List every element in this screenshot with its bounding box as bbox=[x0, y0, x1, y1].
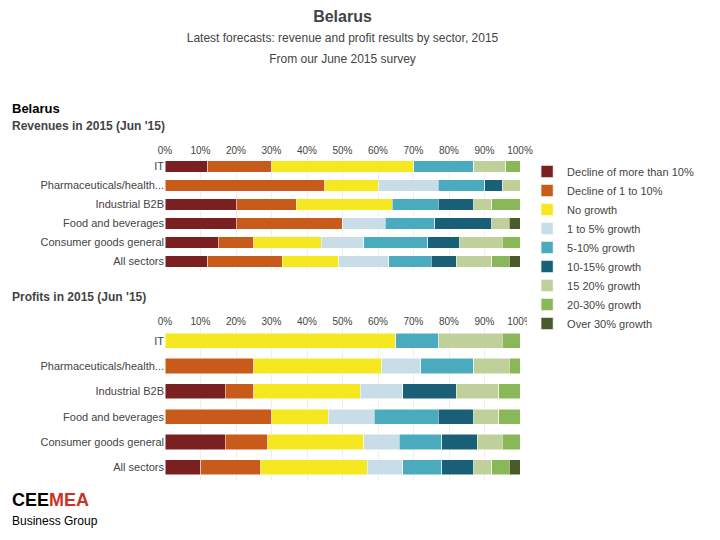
svg-text:40%: 40% bbox=[297, 316, 317, 327]
svg-text:50%: 50% bbox=[332, 316, 352, 327]
svg-text:80%: 80% bbox=[439, 145, 459, 156]
svg-text:5-10% growth: 5-10% growth bbox=[567, 242, 635, 254]
svg-text:Food and beverages: Food and beverages bbox=[63, 411, 164, 423]
svg-text:All sectors: All sectors bbox=[113, 461, 164, 473]
svg-text:1 to 5% growth: 1 to 5% growth bbox=[567, 223, 640, 235]
svg-text:20%: 20% bbox=[226, 145, 246, 156]
svg-text:70%: 70% bbox=[403, 145, 423, 156]
svg-text:Consumer goods general: Consumer goods general bbox=[40, 236, 164, 248]
svg-text:Decline of more than 10%: Decline of more than 10% bbox=[567, 166, 694, 178]
svg-text:20-30% growth: 20-30% growth bbox=[567, 299, 641, 311]
svg-text:40%: 40% bbox=[297, 145, 317, 156]
svg-text:70%: 70% bbox=[403, 316, 423, 327]
svg-text:Industrial B2B: Industrial B2B bbox=[96, 198, 164, 210]
svg-text:100%: 100% bbox=[507, 316, 533, 327]
svg-text:Profits in 2015 (Jun '15): Profits in 2015 (Jun '15) bbox=[12, 290, 146, 304]
svg-text:50%: 50% bbox=[332, 145, 352, 156]
svg-text:Pharmaceuticals/health...: Pharmaceuticals/health... bbox=[40, 360, 164, 372]
svg-text:10%: 10% bbox=[190, 145, 210, 156]
svg-text:CEEMEA: CEEMEA bbox=[12, 490, 89, 510]
svg-text:IT: IT bbox=[154, 335, 164, 347]
svg-text:Food and beverages: Food and beverages bbox=[63, 217, 164, 229]
svg-text:Belarus: Belarus bbox=[12, 101, 60, 116]
svg-text:60%: 60% bbox=[368, 145, 388, 156]
svg-text:Revenues in 2015 (Jun '15): Revenues in 2015 (Jun '15) bbox=[12, 119, 165, 133]
svg-text:80%: 80% bbox=[439, 316, 459, 327]
svg-text:Business Group: Business Group bbox=[12, 514, 98, 528]
svg-text:Decline of 1 to 10%: Decline of 1 to 10% bbox=[567, 185, 663, 197]
svg-text:Consumer goods general: Consumer goods general bbox=[40, 436, 164, 448]
svg-text:60%: 60% bbox=[368, 316, 388, 327]
svg-text:90%: 90% bbox=[474, 316, 494, 327]
svg-text:0%: 0% bbox=[158, 145, 173, 156]
svg-text:10-15% growth: 10-15% growth bbox=[567, 261, 641, 273]
svg-text:0%: 0% bbox=[158, 316, 173, 327]
svg-text:30%: 30% bbox=[261, 145, 281, 156]
svg-text:All sectors: All sectors bbox=[113, 255, 164, 267]
svg-text:Industrial B2B: Industrial B2B bbox=[96, 385, 164, 397]
svg-text:90%: 90% bbox=[474, 145, 494, 156]
svg-text:10%: 10% bbox=[190, 316, 210, 327]
svg-text:Over 30% growth: Over 30% growth bbox=[567, 318, 652, 330]
svg-text:20%: 20% bbox=[226, 316, 246, 327]
svg-text:15 20% growth: 15 20% growth bbox=[567, 280, 640, 292]
svg-text:IT: IT bbox=[154, 160, 164, 172]
svg-text:30%: 30% bbox=[261, 316, 281, 327]
svg-text:BelarusLatest forecasts: reven: BelarusLatest forecasts: revenue and pro… bbox=[187, 8, 499, 67]
svg-text:100%: 100% bbox=[507, 145, 533, 156]
svg-text:No growth: No growth bbox=[567, 204, 617, 216]
svg-text:Pharmaceuticals/health...: Pharmaceuticals/health... bbox=[40, 179, 164, 191]
